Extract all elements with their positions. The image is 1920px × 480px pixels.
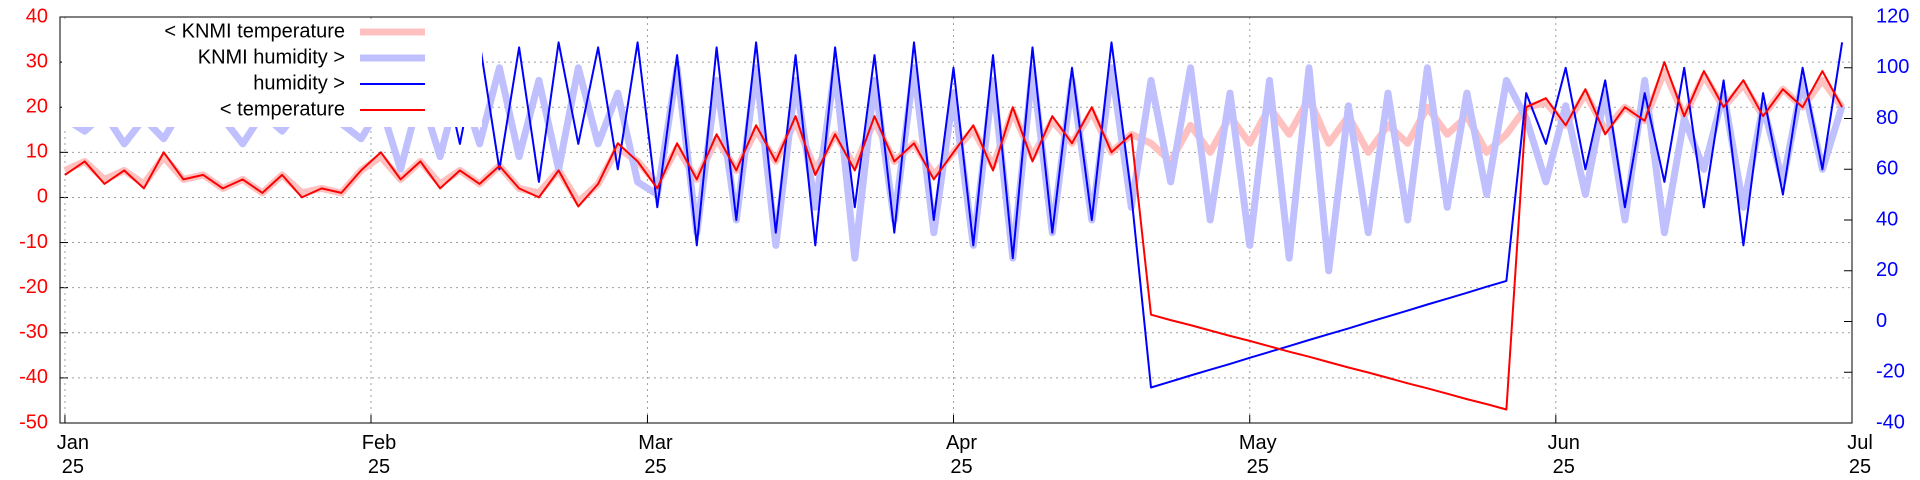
y-tick-label: -50 (19, 411, 48, 433)
x-tick-label: Jan 25 (56, 432, 90, 478)
y-tick-label: -40 (19, 366, 48, 388)
y-tick-label: 20 (26, 96, 48, 118)
y-tick-label: 0 (37, 186, 48, 208)
y-tick-label: -20 (19, 276, 48, 298)
x-tick-label: Mar 25 (638, 432, 673, 478)
plot-frame (59, 16, 1853, 424)
series-line (439, 41, 1844, 389)
legend-label: KNMI humidity > (198, 46, 345, 68)
y-tick-label: 30 (26, 50, 48, 72)
y2-tick-label: 20 (1876, 259, 1898, 281)
x-tick-label: Jul 25 (1847, 432, 1873, 478)
y2-tick-label: -40 (1876, 411, 1905, 433)
y2-tick-label: 100 (1876, 56, 1909, 78)
legend-label: < temperature (220, 98, 345, 120)
x-tick-label: Jun 25 (1547, 432, 1580, 478)
y2-tick-label: 120 (1876, 5, 1909, 27)
x-tick-label: Feb 25 (361, 432, 397, 478)
x-tick-label: May 25 (1238, 432, 1277, 478)
legend-label: humidity > (253, 72, 345, 94)
y2-tick-label: 0 (1876, 310, 1887, 332)
y2-tick-label: 60 (1876, 158, 1898, 180)
y-tick-label: -10 (19, 231, 48, 253)
legend-label: < KNMI temperature (164, 20, 345, 42)
y2-tick-label: -20 (1876, 361, 1905, 383)
series-line (63, 64, 1846, 275)
series-line (64, 61, 1843, 411)
y-tick-label: 40 (26, 5, 48, 27)
y2-tick-label: 40 (1876, 208, 1898, 230)
y-tick-label: 10 (26, 141, 48, 163)
legend: < KNMI temperature KNMI humidity > humidit… (62, 19, 482, 127)
y2-tick-label: 80 (1876, 107, 1898, 129)
y-tick-label: -30 (19, 321, 48, 343)
x-tick-label: Apr 25 (945, 432, 978, 478)
